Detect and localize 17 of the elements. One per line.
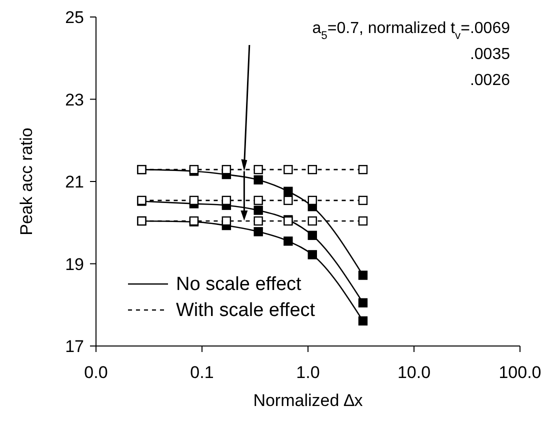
y-tick-label: 19	[65, 254, 84, 274]
y-tick-label: 17	[65, 337, 84, 356]
x-tick-label: 0.0	[84, 363, 108, 382]
y-tick-label: 25	[65, 8, 84, 28]
legend-label: No scale effect	[176, 274, 302, 295]
annotation: .0035	[470, 46, 510, 63]
x-tick-label: 10.0	[397, 363, 431, 382]
x-axis-title: Normalized ∆x	[253, 391, 364, 410]
y-tick-label: 21	[65, 172, 84, 192]
annotation: a$_{5}$=0.7, normalized t$_{v}$=.0069	[312, 20, 510, 42]
legend-label: With scale effect	[176, 300, 316, 321]
x-tick-label: 1.0	[296, 363, 320, 382]
y-axis-title: Peak acc ratio	[17, 128, 36, 236]
y-tick-label: 23	[65, 90, 84, 110]
x-tick-label: 0.1	[190, 363, 214, 382]
x-tick-label: 100.0	[498, 363, 542, 382]
annotation: .0026	[470, 72, 510, 89]
